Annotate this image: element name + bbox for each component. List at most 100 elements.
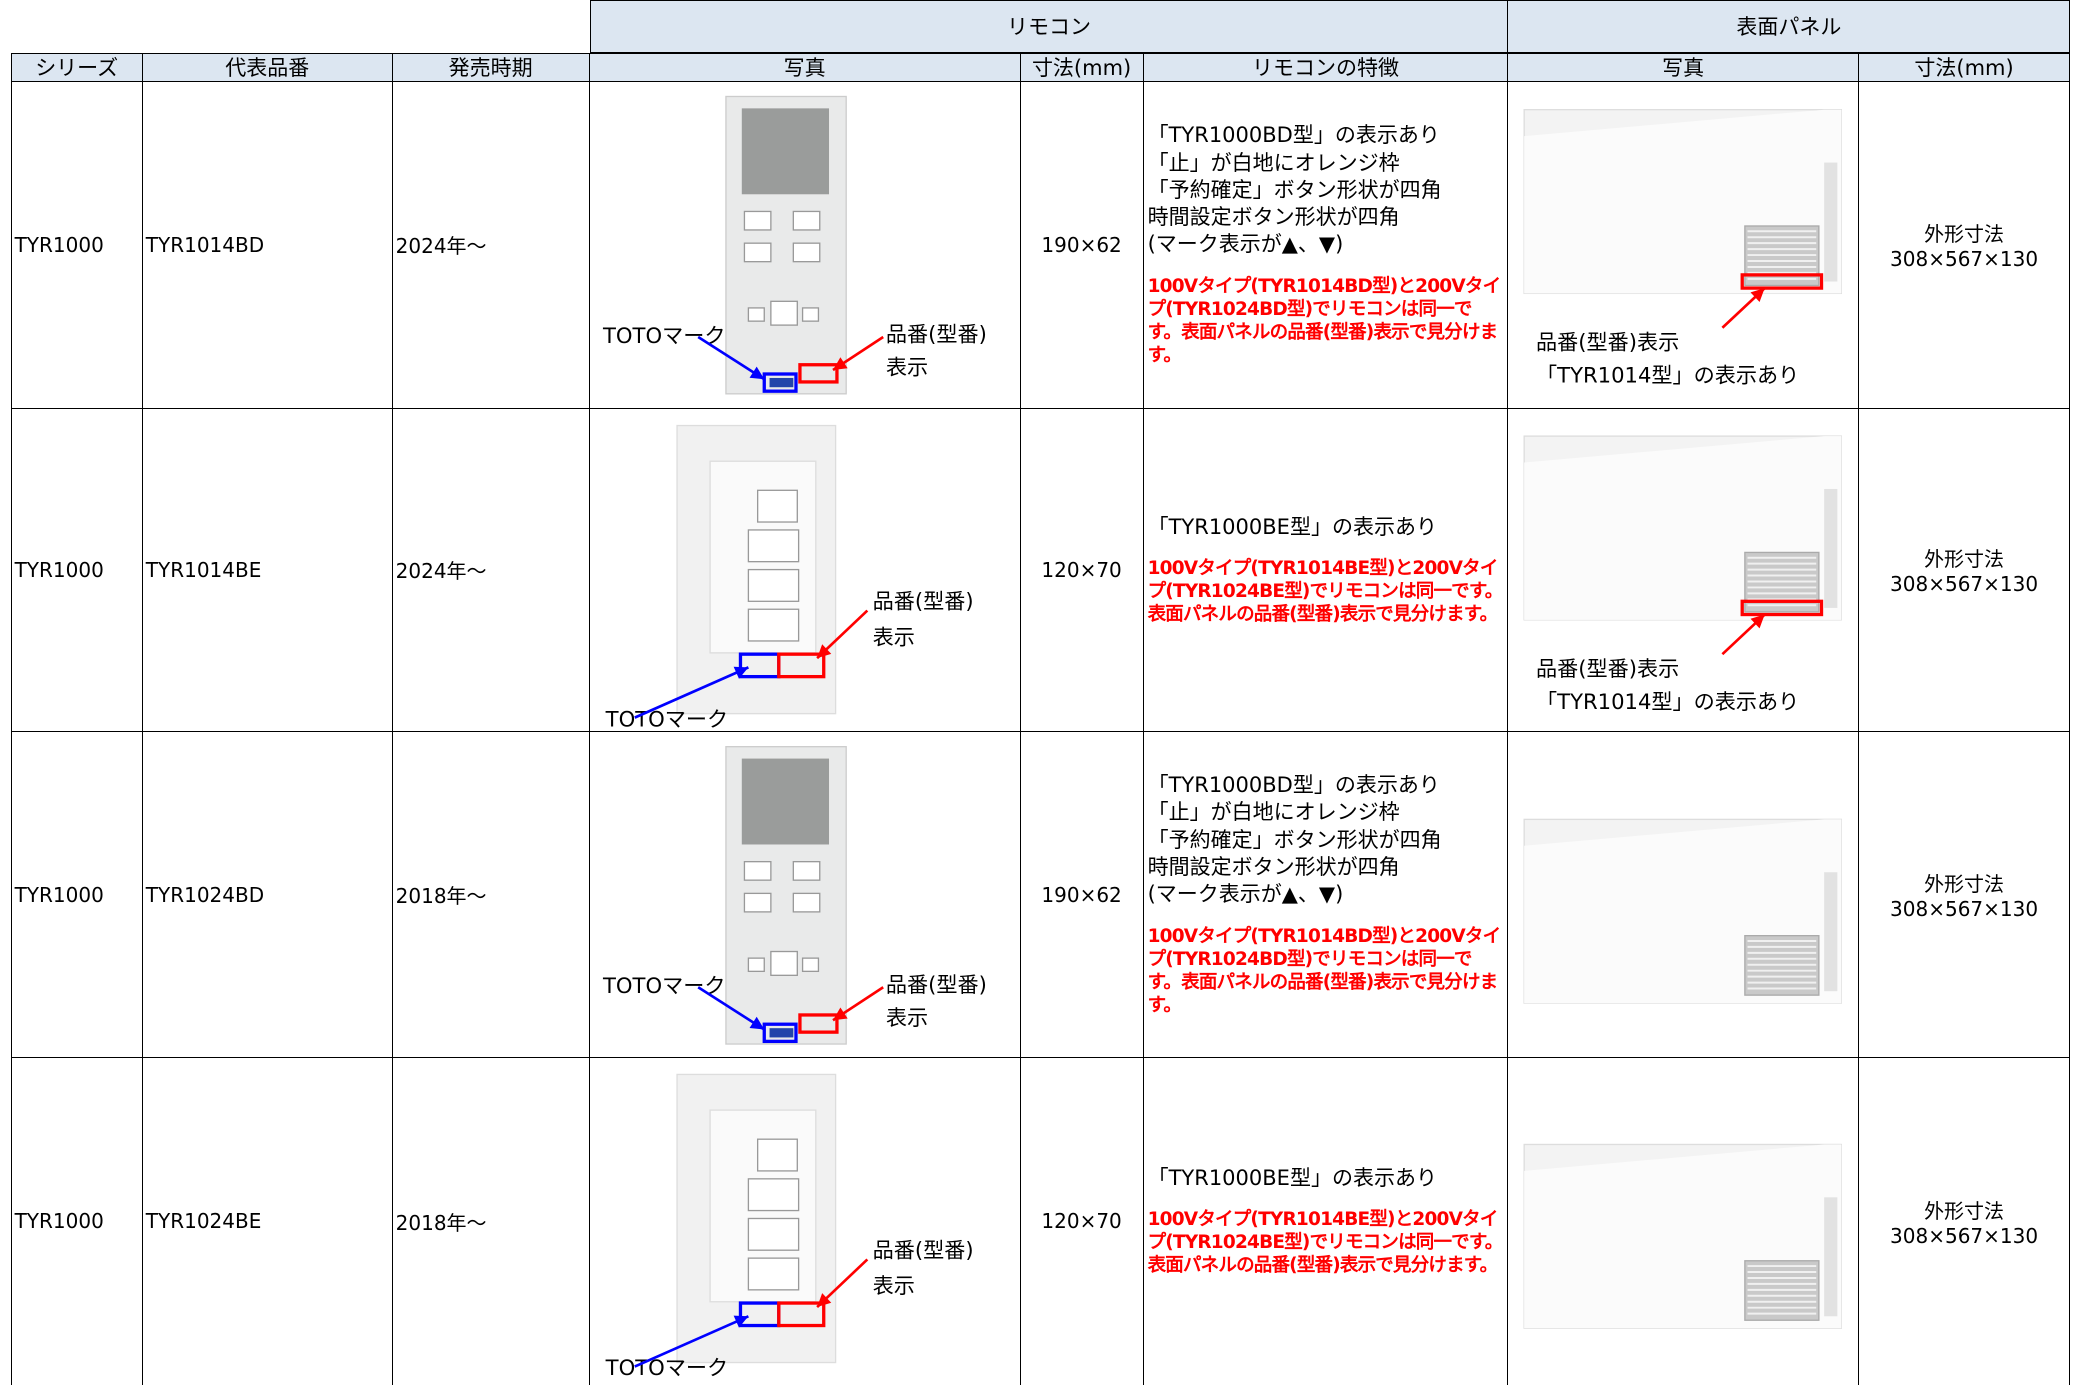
button [770,950,798,976]
release-cell: 2024年～ [392,81,590,409]
size: 120×70 [1041,557,1122,582]
highlight-box [777,1301,826,1328]
size-cell: 120×70 [1020,408,1144,733]
features-cell: 「TYR1000BD型」の表示あり 「止」が白地にオレンジ枠 「予約確定」ボタン形状… [1143,81,1509,409]
button [743,242,772,263]
panel-size: 外形寸法 [1924,222,2005,247]
size-cell: 190×62 [1020,81,1144,409]
series-cell: TYR1000 [10,732,143,1058]
model-label: 品番(型番) [886,972,987,997]
column-header: シリーズ [10,52,143,82]
release: 2018年～ [395,884,487,909]
model: TYR1014BE [145,557,262,582]
button [743,892,772,913]
feature-line: 「TYR1000BD型」の表示あり [1147,773,1440,798]
features-cell: 「TYR1000BE型」の表示あり 100Vタイプ(TYR1014BE型)と200… [1143,1057,1509,1385]
series: TYR1000 [14,1209,104,1234]
panel-size: 外形寸法 [1924,872,2005,897]
panel-size: 外形寸法 [1924,1198,2005,1223]
group-header-text: リモコン [1007,15,1092,40]
panel-size-cell: 外形寸法 308×567×130 [1858,81,2071,409]
series-cell: TYR1000 [10,408,143,733]
column-header-text: 写真 [783,56,826,81]
highlight-box [762,1022,798,1044]
column-header: リモコンの特徴 [1143,52,1509,82]
button [756,1138,798,1172]
arrow-head [733,666,749,679]
column-header-text: 代表品番 [225,56,310,81]
arrow-head [817,644,832,659]
series-cell: TYR1000 [10,1057,143,1385]
arrow-head [733,1315,749,1328]
mark-label: TOTOマーク [605,1355,728,1380]
feature-line: 「止」が白地にオレンジ枠 [1147,800,1400,825]
column-header-text: リモコンの特徴 [1252,56,1400,81]
release-cell: 2024年～ [392,408,590,733]
feature-line: 時間設定ボタン形状が四角 [1147,205,1400,230]
size-cell: 190×62 [1020,732,1144,1058]
feature-line: 「予約確定」ボタン形状が四角 [1147,827,1442,852]
model-label: 表示 [873,1273,915,1298]
panel-side [1824,1197,1838,1317]
feature-line: (マーク表示が▲、▼) [1147,232,1344,257]
panel-label: 品番(型番)表示 [1536,330,1679,355]
button [747,529,800,563]
panel-size: 308×567×130 [1890,247,2039,272]
column-header: 発売時期 [392,52,590,82]
panel-size: 308×567×130 [1890,1223,2039,1248]
feature-list: 「TYR1000BE型」の表示あり [1148,514,1504,541]
remote-lcd [741,108,830,195]
red-note: 100Vタイプ(TYR1014BD型)と200Vタイプ(TYR1024BD型)で… [1147,275,1502,367]
red-note: 100Vタイプ(TYR1014BE型)と200Vタイプ(TYR1024BE型)で… [1147,1209,1504,1277]
model: TYR1024BE [145,1209,262,1234]
toto-logo [769,377,794,388]
column-header: 写真 [1508,52,1859,82]
button [792,892,821,913]
features-cell: 「TYR1000BD型」の表示あり 「止」が白地にオレンジ枠 「予約確定」ボタン形状… [1143,732,1509,1058]
series: TYR1000 [14,557,104,582]
highlight-box [798,1013,839,1034]
panel-label: 「TYR1014型」の表示あり [1536,363,1799,388]
button [801,957,820,973]
panel-label: 「TYR1014型」の表示あり [1536,689,1799,714]
series: TYR1000 [14,232,104,257]
column-header-text: 写真 [1662,56,1705,81]
model-label: 品番(型番) [886,322,987,347]
column-header: 代表品番 [142,52,393,82]
button [743,860,772,881]
feature-line: 「止」が白地にオレンジ枠 [1147,150,1400,175]
model-label: 品番(型番) [873,1238,974,1263]
button [770,300,798,326]
mark-label: TOTOマーク [602,973,725,998]
highlight-box [762,372,798,393]
model: TYR1014BD [145,232,265,257]
highlight-box [1740,599,1824,617]
button [747,957,765,973]
button [747,608,800,642]
column-header: 寸法(mm) [1020,52,1144,82]
mark-label: TOTOマーク [602,323,725,348]
remote-photo-cell [589,81,1021,409]
panel-size: 308×567×130 [1890,572,2039,597]
column-header: 寸法(mm) [1858,52,2071,82]
remote-lcd [741,758,830,845]
column-header-text: シリーズ [35,56,119,81]
panel-label: 品番(型番)表示 [1536,656,1679,681]
toto-logo [769,1028,794,1038]
arrow-head [749,366,765,380]
arrow-head [1750,288,1765,302]
red-note: 100Vタイプ(TYR1014BE型)と200Vタイプ(TYR1024BE型)で… [1147,557,1504,626]
remote-photo-cell [589,732,1021,1058]
button [747,1178,800,1212]
release-cell: 2018年～ [392,732,590,1058]
feature-line: (マーク表示が▲、▼) [1147,882,1344,907]
highlight-box [777,652,826,679]
arrow-line [634,666,749,719]
button [756,489,798,523]
panel-size: 308×567×130 [1890,897,2039,922]
model-label: 表示 [886,355,928,380]
panel-side [1824,488,1838,608]
panel-size-cell: 外形寸法 308×567×130 [1858,1057,2071,1385]
button [801,307,820,322]
button [792,210,821,231]
